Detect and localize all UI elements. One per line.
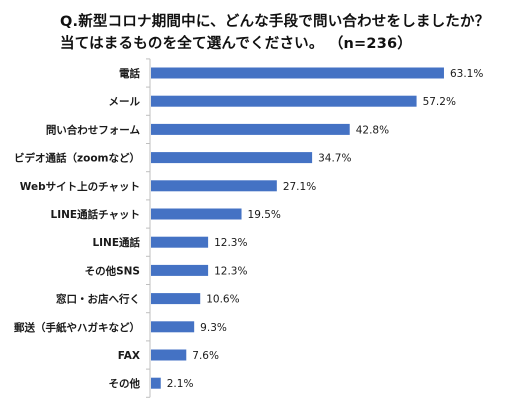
- bar: [151, 293, 200, 304]
- data-label: 9.3%: [200, 322, 227, 334]
- bar: [151, 180, 277, 191]
- data-label: 42.8%: [356, 124, 389, 136]
- bar: [151, 124, 350, 135]
- data-label: 63.1%: [450, 68, 483, 80]
- category-label: その他: [109, 377, 141, 390]
- bar: [151, 237, 208, 248]
- data-label: 34.7%: [318, 153, 351, 165]
- data-label: 19.5%: [248, 209, 281, 221]
- bar: [151, 378, 161, 389]
- category-label: LINE通話チャット: [51, 208, 140, 221]
- data-label: 27.1%: [283, 181, 316, 193]
- data-label: 12.3%: [214, 237, 247, 249]
- bar: [151, 96, 417, 107]
- bar: [151, 68, 444, 79]
- category-label: 窓口・お店へ行く: [56, 293, 140, 306]
- bar: [151, 350, 186, 361]
- category-label: 電話: [119, 67, 140, 80]
- category-label: メール: [109, 96, 141, 108]
- category-label: 郵送（手紙やハガキなど）: [14, 321, 140, 334]
- category-label: Webサイト上のチャット: [20, 180, 140, 193]
- data-label: 7.6%: [192, 350, 219, 362]
- bar: [151, 152, 312, 163]
- category-label: FAX: [118, 350, 140, 362]
- bar: [151, 321, 194, 332]
- data-label: 57.2%: [423, 96, 456, 108]
- category-label: ビデオ通話（zoomなど）: [14, 152, 140, 165]
- category-label: その他SNS: [85, 264, 140, 277]
- bar: [151, 209, 242, 220]
- category-label: LINE通話: [92, 236, 140, 249]
- category-label: 問い合わせフォーム: [46, 123, 141, 136]
- data-label: 12.3%: [214, 265, 247, 277]
- data-label: 2.1%: [167, 378, 194, 390]
- bar: [151, 265, 208, 276]
- data-label: 10.6%: [206, 294, 239, 306]
